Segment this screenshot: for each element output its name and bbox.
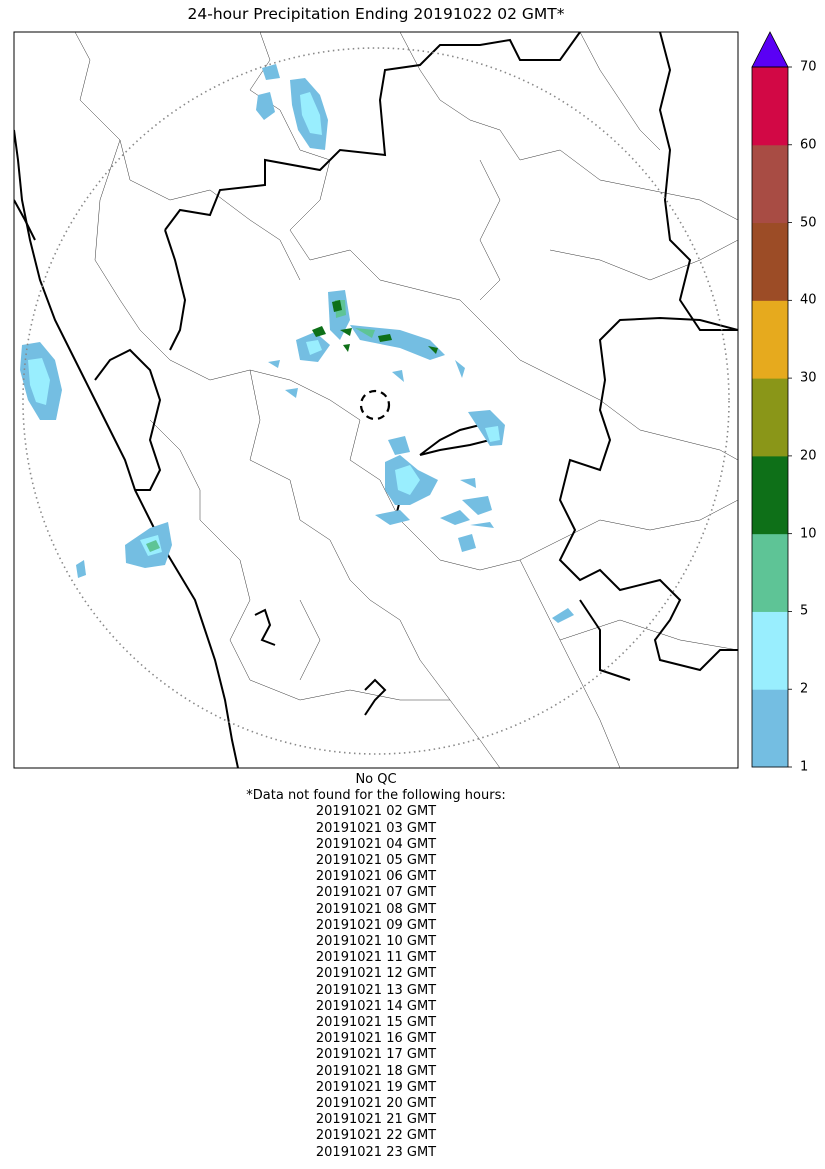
district-boundaries (74, 32, 738, 768)
colorbar-tick-label: 10 (800, 526, 817, 542)
missing-hour-item: 20191021 20 GMT (315, 1096, 437, 1112)
colorbar-swatch (752, 533, 788, 612)
missing-hour-item: 20191021 03 GMT (315, 820, 437, 836)
missing-hour-item: 20191021 21 GMT (315, 1112, 437, 1128)
missing-hour-item: 20191021 17 GMT (315, 1047, 437, 1063)
colorbar-tick-label: 1 (800, 759, 809, 775)
colorbar-tick-label: 20 (800, 448, 817, 464)
colorbar-tick-label: 70 (800, 59, 817, 75)
colorbar-swatch (752, 67, 788, 146)
colorbar-swatches (752, 67, 788, 768)
colorbar-tick-label: 40 (800, 292, 817, 308)
missing-hour-item: 20191021 15 GMT (315, 1015, 437, 1031)
state-boundaries (14, 32, 738, 768)
missing-hour-item: 20191021 18 GMT (315, 1063, 437, 1079)
missing-hour-item: 20191021 07 GMT (315, 885, 437, 901)
radar-location-marker (359, 389, 391, 421)
missing-hour-item: 20191021 10 GMT (315, 934, 437, 950)
missing-hour-item: 20191021 04 GMT (315, 836, 437, 852)
colorbar-tick-label: 2 (800, 681, 809, 697)
missing-hour-item: 20191021 06 GMT (315, 869, 437, 885)
map-content (14, 32, 738, 768)
colorbar-tick-label: 50 (800, 215, 817, 231)
missing-hour-item: 20191021 08 GMT (315, 901, 437, 917)
colorbar-swatch (752, 222, 788, 301)
missing-hour-item: 20191021 09 GMT (315, 917, 437, 933)
precipitation-very-heavy (312, 300, 438, 354)
map-title: 24-hour Precipitation Ending 20191022 02… (187, 5, 565, 23)
missing-hour-item: 20191021 05 GMT (315, 853, 437, 869)
colorbar-tick-label: 30 (800, 370, 817, 386)
colorbar-ticks (788, 66, 792, 768)
colorbar-swatch (752, 144, 788, 224)
footer-notes: No QC *Data not found for the following … (14, 772, 738, 1161)
missing-hour-item: 20191021 13 GMT (315, 982, 437, 998)
colorbar-swatch (752, 455, 788, 535)
colorbar-swatch (752, 689, 788, 768)
colorbar-swatch (752, 378, 788, 457)
missing-hour-item: 20191021 22 GMT (315, 1128, 437, 1144)
missing-hour-item: 20191021 19 GMT (315, 1079, 437, 1095)
missing-hour-item: 20191021 11 GMT (315, 950, 437, 966)
colorbar-tick-label: 5 (800, 603, 809, 619)
missing-hours-list: 20191021 02 GMT 20191021 03 GMT 20191021 0… (14, 804, 738, 1160)
colorbar (751, 31, 792, 768)
missing-hour-item: 20191021 16 GMT (315, 1031, 437, 1047)
missing-data-note: *Data not found for the following hours: (246, 788, 506, 804)
colorbar-swatch (752, 611, 788, 690)
colorbar-swatch (752, 300, 788, 379)
colorbar-tick-label: 60 (800, 137, 817, 153)
missing-hour-item: 20191021 02 GMT (315, 804, 437, 820)
missing-hour-item: 20191021 14 GMT (315, 998, 437, 1014)
precipitation-map (13, 31, 792, 769)
missing-hour-item: 20191021 12 GMT (315, 966, 437, 982)
qc-status: No QC (355, 772, 397, 787)
precipitation-moderate (28, 92, 500, 556)
missing-hour-item: 20191021 23 GMT (315, 1144, 437, 1160)
colorbar-extend-arrow (751, 31, 789, 68)
map-frame (13, 31, 739, 769)
radar-range-ring (22, 47, 730, 755)
colorbar-outline (751, 66, 789, 768)
